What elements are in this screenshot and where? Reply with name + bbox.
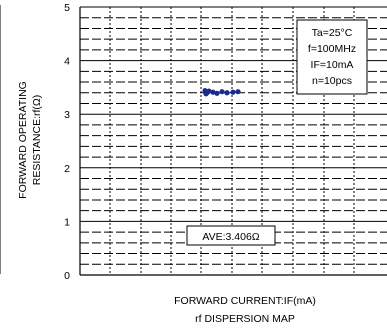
data-point xyxy=(210,89,216,95)
y-tick-label: 2 xyxy=(64,163,70,175)
y-axis-label-line-1: FORWARD OPERATING xyxy=(17,81,29,199)
data-point xyxy=(206,88,212,94)
conditions-box: Ta=25°C f=100MHz IF=10mA n=10pcs xyxy=(296,19,368,95)
y-tick-label: 3 xyxy=(64,109,70,121)
condition-temperature: Ta=25°C xyxy=(312,27,353,39)
data-points xyxy=(202,88,241,97)
data-point xyxy=(230,89,236,95)
chart-subtitle: rf DISPERSION MAP xyxy=(195,313,295,325)
y-tick-label: 0 xyxy=(64,270,70,282)
data-point xyxy=(214,90,220,96)
condition-current: IF=10mA xyxy=(311,59,354,71)
average-label: AVE:3.406Ω xyxy=(202,231,259,243)
condition-sample-count: n=10pcs xyxy=(312,75,352,87)
y-axis-label-line-2: RESISTANCE:rf(Ω) xyxy=(31,95,43,186)
data-point xyxy=(219,89,225,95)
y-tick-label: 4 xyxy=(64,56,70,68)
data-point xyxy=(224,90,230,96)
average-box: AVE:3.406Ω xyxy=(186,225,276,246)
data-point xyxy=(235,89,241,95)
condition-frequency: f=100MHz xyxy=(308,43,356,55)
y-tick-label: 5 xyxy=(64,2,70,14)
x-axis-label: FORWARD CURRENT:IF(mA) xyxy=(174,295,316,307)
y-tick-labels: 0 1 2 3 4 5 xyxy=(64,2,70,282)
y-tick-label: 1 xyxy=(64,216,70,228)
